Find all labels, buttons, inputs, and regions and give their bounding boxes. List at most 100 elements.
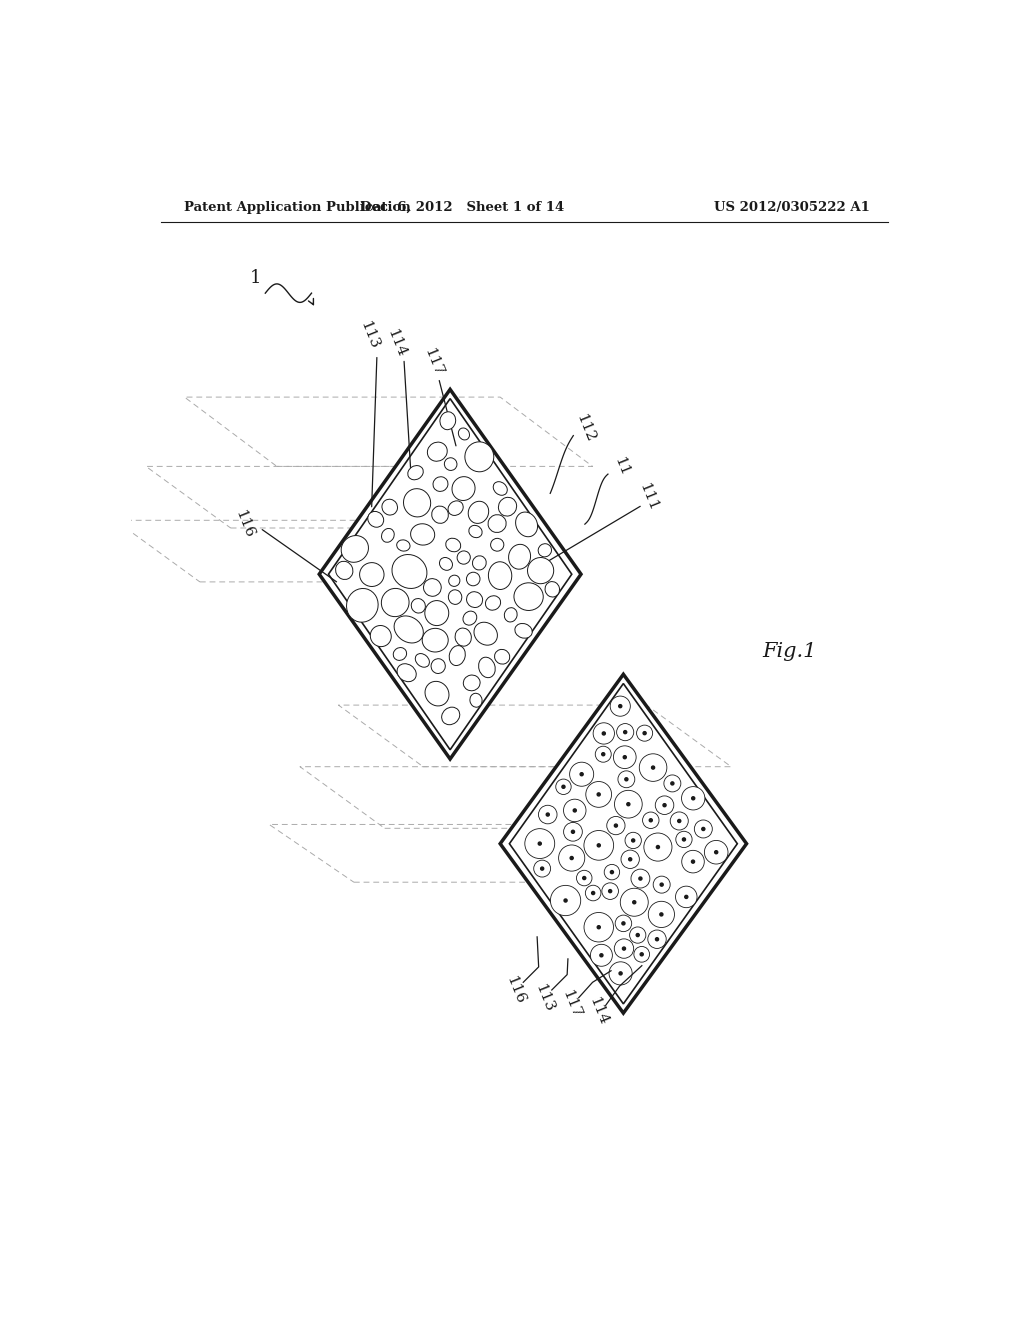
Circle shape (691, 797, 694, 800)
Circle shape (609, 962, 632, 985)
Circle shape (634, 946, 649, 962)
Ellipse shape (527, 557, 554, 583)
Ellipse shape (495, 649, 510, 664)
Ellipse shape (371, 626, 391, 647)
Ellipse shape (392, 554, 427, 589)
Circle shape (691, 861, 694, 863)
Ellipse shape (469, 525, 482, 537)
Ellipse shape (416, 653, 429, 667)
Circle shape (640, 953, 643, 956)
Circle shape (556, 779, 571, 795)
Circle shape (622, 921, 625, 925)
Circle shape (581, 772, 584, 776)
Ellipse shape (472, 556, 486, 570)
Circle shape (563, 799, 586, 821)
Ellipse shape (427, 442, 447, 461)
Ellipse shape (412, 598, 425, 612)
Ellipse shape (545, 582, 559, 597)
Polygon shape (319, 389, 581, 759)
Circle shape (639, 754, 667, 781)
Ellipse shape (422, 628, 449, 652)
Circle shape (584, 912, 613, 942)
Ellipse shape (467, 573, 480, 586)
Circle shape (643, 731, 646, 735)
Ellipse shape (433, 477, 447, 491)
Ellipse shape (490, 539, 504, 552)
Circle shape (682, 850, 705, 873)
Ellipse shape (516, 512, 538, 537)
Circle shape (570, 857, 573, 859)
Ellipse shape (515, 623, 532, 638)
Ellipse shape (455, 628, 471, 647)
Ellipse shape (397, 664, 416, 681)
Circle shape (621, 888, 648, 916)
Ellipse shape (465, 442, 494, 471)
Circle shape (586, 781, 611, 808)
Circle shape (633, 900, 636, 904)
Circle shape (649, 818, 652, 822)
Text: 116: 116 (504, 974, 527, 1006)
Ellipse shape (452, 477, 475, 500)
Circle shape (614, 939, 634, 958)
Circle shape (614, 824, 617, 828)
Ellipse shape (403, 488, 431, 517)
Text: 113: 113 (357, 319, 381, 351)
Circle shape (613, 746, 636, 768)
Ellipse shape (381, 589, 409, 616)
Circle shape (623, 946, 626, 950)
Circle shape (546, 813, 549, 816)
Circle shape (663, 804, 666, 807)
Circle shape (586, 886, 601, 900)
Ellipse shape (408, 466, 423, 479)
Ellipse shape (450, 645, 465, 665)
Circle shape (678, 820, 681, 822)
Ellipse shape (457, 550, 470, 564)
Ellipse shape (424, 578, 441, 597)
Circle shape (583, 876, 586, 879)
Ellipse shape (468, 502, 488, 524)
Ellipse shape (393, 648, 407, 660)
Circle shape (621, 850, 639, 869)
Ellipse shape (445, 539, 461, 552)
Ellipse shape (488, 562, 512, 590)
Circle shape (639, 876, 642, 880)
Text: 114: 114 (384, 327, 409, 359)
Circle shape (630, 927, 646, 944)
Ellipse shape (396, 540, 410, 552)
Circle shape (624, 755, 627, 759)
Text: Dec. 6, 2012   Sheet 1 of 14: Dec. 6, 2012 Sheet 1 of 14 (359, 201, 564, 214)
Text: 116: 116 (232, 508, 256, 540)
Circle shape (701, 828, 705, 830)
Text: 11: 11 (611, 454, 632, 478)
Ellipse shape (411, 524, 435, 545)
Circle shape (562, 785, 565, 788)
Circle shape (682, 787, 705, 810)
Circle shape (608, 890, 611, 892)
Circle shape (676, 886, 697, 908)
Circle shape (539, 842, 542, 845)
Circle shape (615, 915, 632, 932)
Circle shape (648, 931, 667, 949)
Circle shape (577, 870, 592, 886)
Ellipse shape (441, 708, 460, 725)
Ellipse shape (425, 681, 449, 706)
Ellipse shape (341, 536, 369, 562)
Circle shape (616, 723, 634, 741)
Ellipse shape (382, 499, 397, 515)
Circle shape (694, 820, 713, 838)
Ellipse shape (449, 500, 463, 515)
Circle shape (593, 723, 614, 744)
Circle shape (539, 805, 557, 824)
Circle shape (559, 845, 585, 871)
Polygon shape (500, 675, 746, 1014)
Circle shape (632, 840, 635, 842)
Circle shape (564, 899, 567, 902)
Circle shape (573, 809, 577, 812)
Ellipse shape (346, 589, 378, 622)
Ellipse shape (463, 611, 477, 626)
Circle shape (614, 791, 642, 818)
Circle shape (602, 883, 618, 899)
Circle shape (563, 822, 583, 841)
Circle shape (597, 843, 600, 847)
Circle shape (595, 746, 611, 762)
